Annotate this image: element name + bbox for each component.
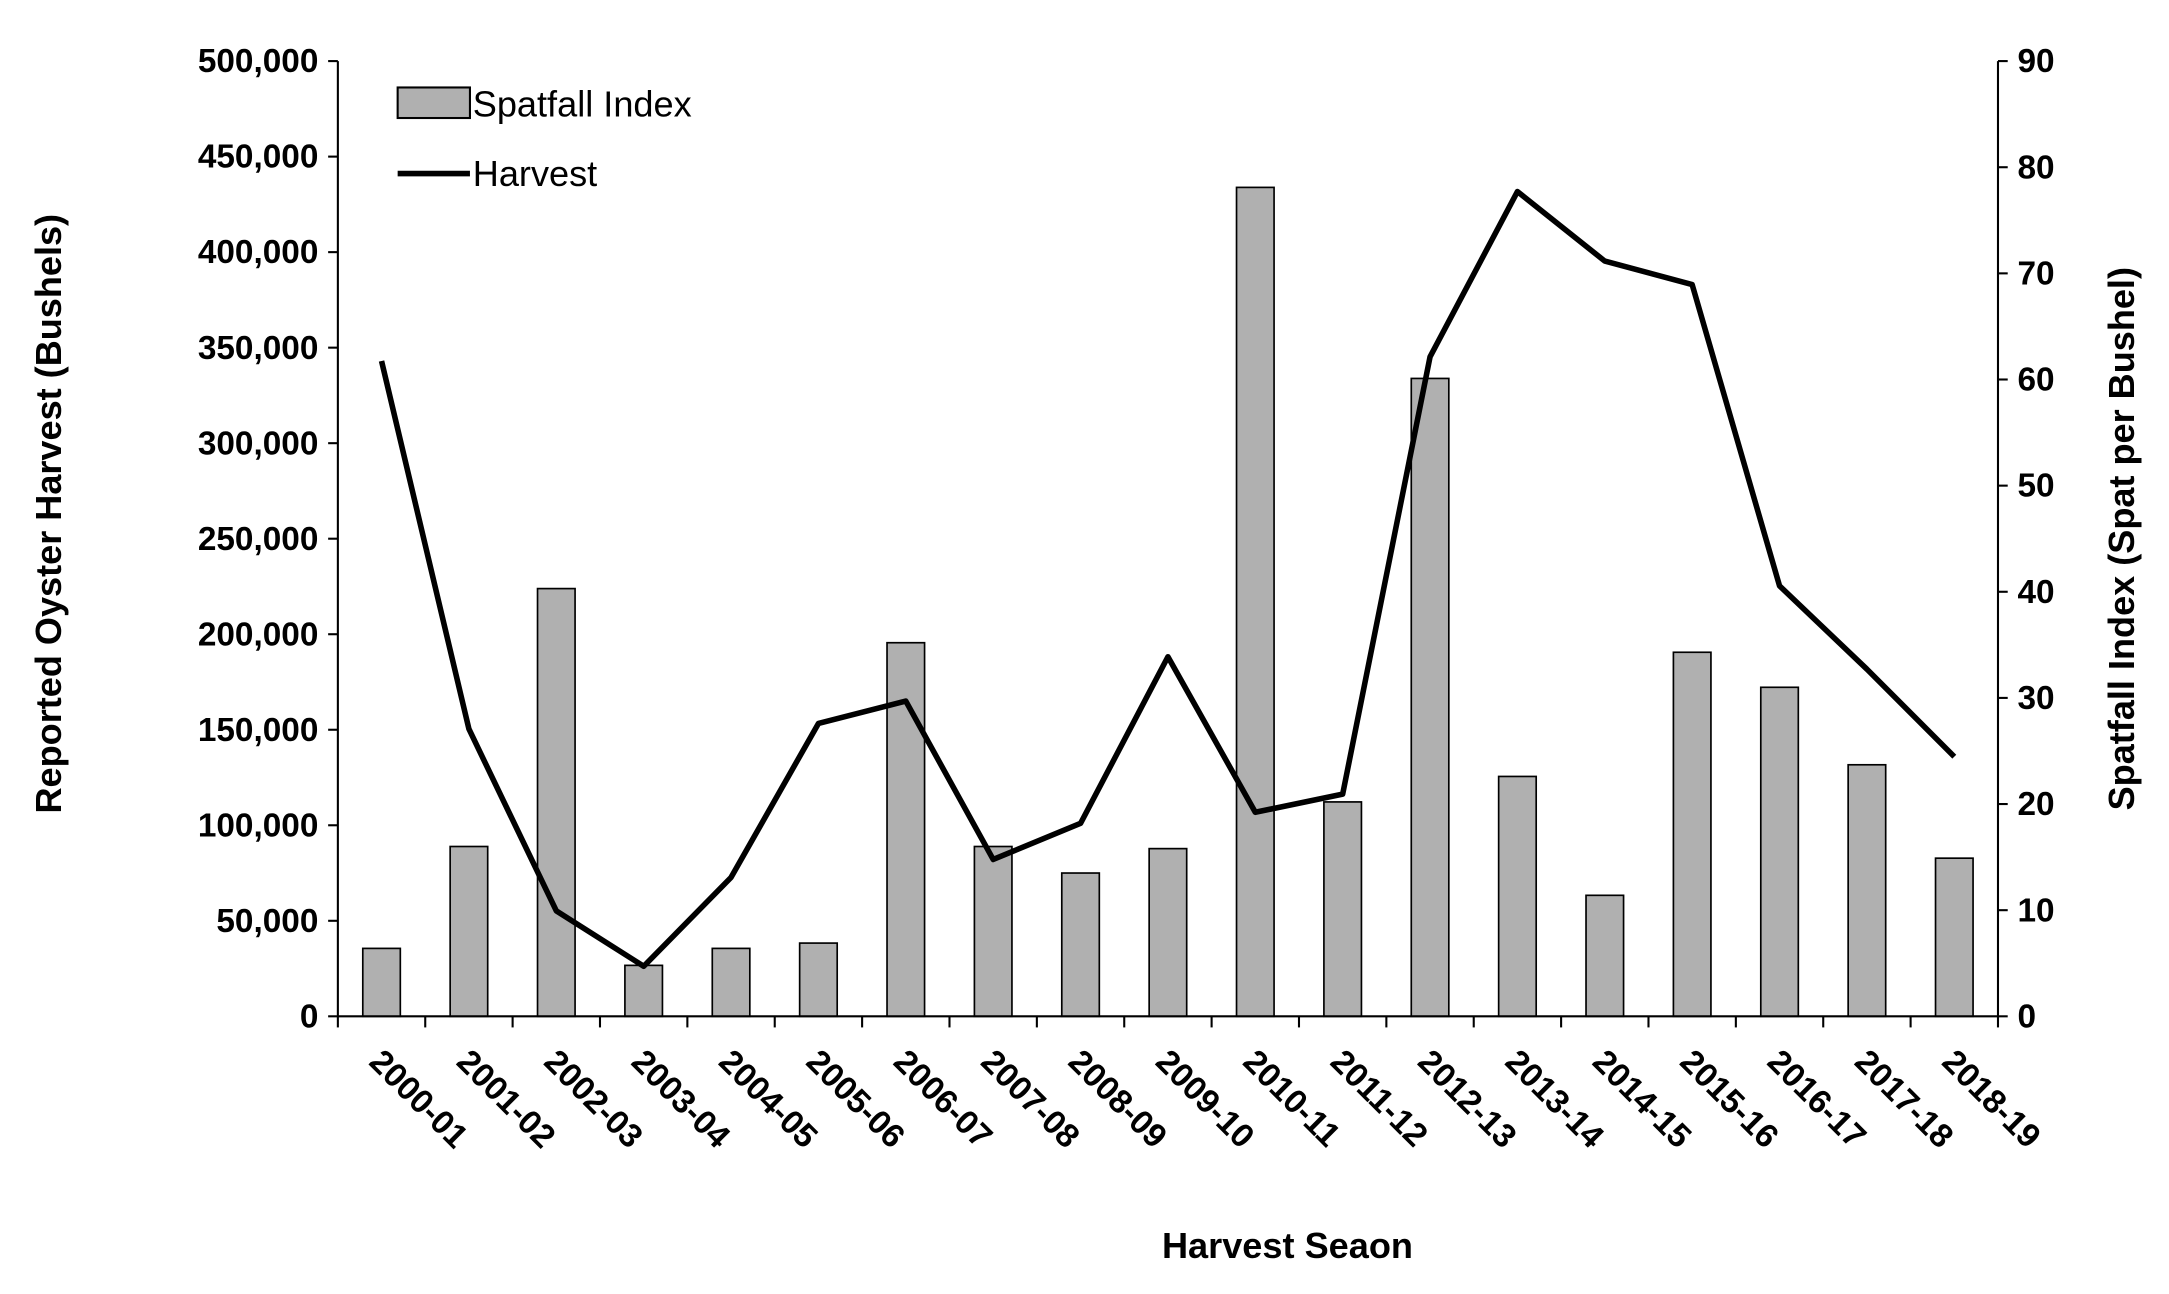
bar <box>449 845 489 1018</box>
y-left-tick-label: 50,000 <box>216 903 318 940</box>
y-left-tick-label: 300,000 <box>198 425 319 462</box>
bar <box>1934 857 1974 1018</box>
y-left-tick-label: 250,000 <box>198 521 319 558</box>
bar <box>1323 801 1363 1018</box>
bar <box>1759 686 1800 1018</box>
y-left-tick-label: 500,000 <box>198 43 319 80</box>
y-axis-right-title: Spatfall Index (Spat per Bushel) <box>2101 267 2142 810</box>
bar <box>973 845 1013 1018</box>
x-tick-label: 2011-12 <box>1323 1043 1434 1154</box>
y-right-tick-label: 60 <box>2017 362 2054 399</box>
bar <box>1060 872 1101 1018</box>
y-right-tick-label: 10 <box>2017 892 2054 929</box>
x-tick-label: 2018-19 <box>1935 1043 2048 1156</box>
bar <box>1410 377 1450 1018</box>
y-left-tick-label: 150,000 <box>198 712 319 749</box>
bar <box>1585 894 1625 1018</box>
bar <box>1847 763 1887 1018</box>
bar <box>536 587 576 1018</box>
y-left-tick-label: 350,000 <box>198 330 319 367</box>
bar <box>1148 847 1188 1018</box>
legend-swatch-spatfall <box>396 86 471 120</box>
bar <box>711 947 751 1018</box>
x-axis-title: Harvest Seaon <box>1162 1225 1413 1266</box>
bar <box>624 964 664 1018</box>
y-left-tick-label: 0 <box>300 998 319 1035</box>
y-right-tick-label: 80 <box>2017 149 2054 186</box>
legend: Spatfall Index Harvest <box>396 84 692 194</box>
y-right-tick-label: 40 <box>2017 574 2054 611</box>
bar <box>798 942 839 1018</box>
bar <box>1672 651 1712 1018</box>
bars-group <box>361 186 1974 1018</box>
y-left-tick-label: 200,000 <box>198 616 319 653</box>
legend-label-harvest: Harvest <box>473 153 598 194</box>
y-right-tick-label: 70 <box>2017 255 2054 292</box>
y-left-tick-label: 100,000 <box>198 807 319 844</box>
harvest-line <box>378 188 1957 970</box>
bar <box>361 947 402 1018</box>
y-right-tick-label: 90 <box>2017 43 2054 80</box>
y-left-tick-label: 450,000 <box>198 139 319 176</box>
legend-label-spatfall: Spatfall Index <box>473 84 692 125</box>
y-axis-left-title: Reported Oyster Harvest (Bushels) <box>28 214 69 814</box>
y-right-tick-label: 0 <box>2017 998 2036 1035</box>
bar <box>1497 775 1538 1018</box>
bar <box>1235 186 1275 1018</box>
y-right-tick-label: 30 <box>2017 680 2054 717</box>
y-right-tick-label: 50 <box>2017 468 2054 505</box>
y-left-tick-label: 400,000 <box>198 234 319 271</box>
y-right-tick-label: 20 <box>2017 786 2054 823</box>
